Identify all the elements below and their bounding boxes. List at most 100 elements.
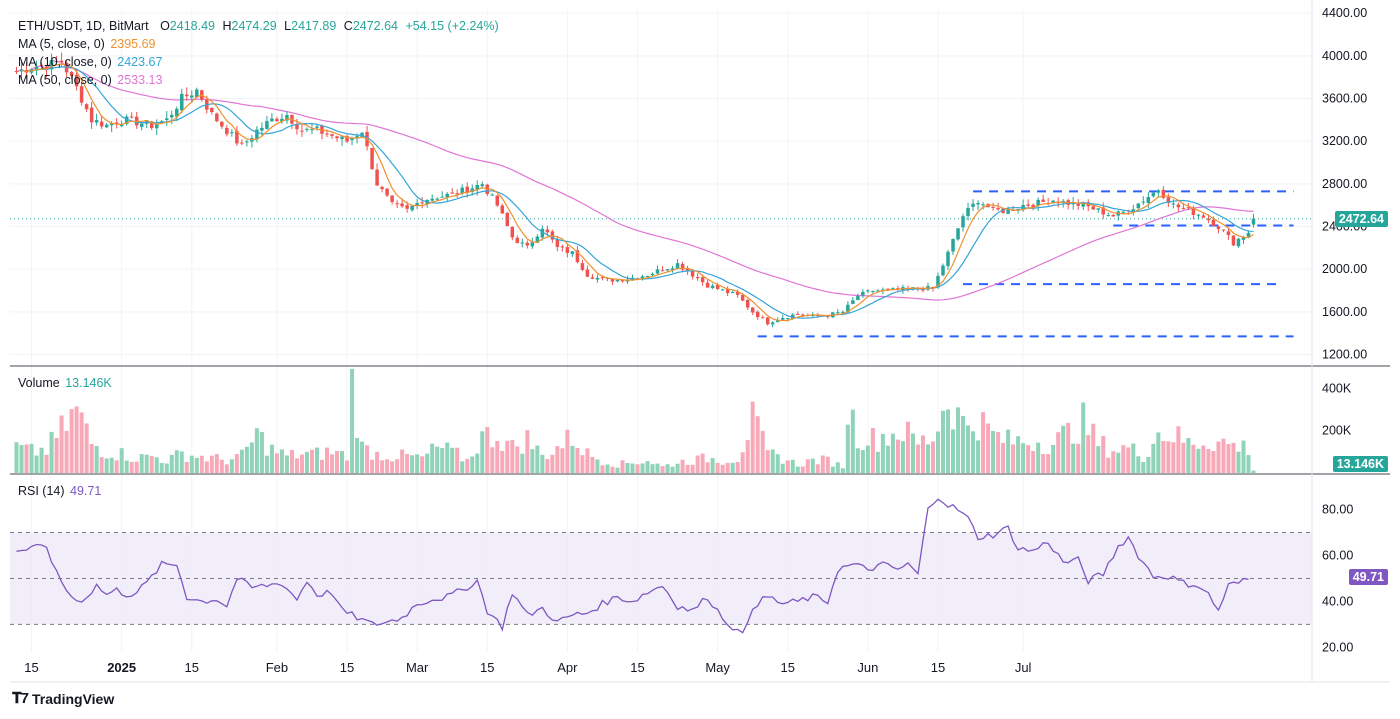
candle-body: [380, 186, 384, 190]
volume-bar: [330, 454, 335, 473]
candle-body: [1196, 214, 1201, 216]
time-tick-label: Jun: [857, 660, 878, 675]
volume-bar: [795, 466, 800, 473]
rsi-legend: RSI (14) 49.71: [18, 482, 101, 500]
candle-body: [846, 304, 850, 313]
time-tick-label: 15: [931, 660, 945, 675]
volume-bar: [755, 416, 760, 473]
candle-body: [740, 295, 745, 301]
volume-bar: [675, 463, 680, 473]
candle-body: [861, 291, 865, 296]
volume-bar: [730, 462, 735, 473]
volume-bar: [189, 455, 194, 473]
time-tick-label: Feb: [266, 660, 288, 675]
volume-bar: [640, 463, 645, 473]
candle-body: [1216, 226, 1221, 229]
candle-body: [841, 311, 845, 313]
ohlc-low: 2417.89: [291, 19, 337, 33]
candle-body: [99, 121, 104, 127]
volume-bar: [595, 459, 600, 473]
candle-body: [475, 185, 479, 190]
candle-body: [1081, 202, 1085, 207]
volume-bar: [139, 454, 144, 473]
candle-body: [1226, 231, 1231, 236]
volume-bar: [74, 406, 79, 473]
time-tick-label: 15: [24, 660, 38, 675]
candle-body: [1136, 203, 1141, 209]
candle-body: [79, 86, 84, 103]
rsi-label: RSI (14): [18, 484, 65, 498]
volume-bar: [284, 455, 289, 473]
candle-body: [139, 123, 144, 127]
price-tick-label: 4400.00: [1322, 6, 1367, 20]
volume-bar: [935, 431, 940, 473]
volume-bar: [815, 464, 820, 473]
volume-bar: [254, 428, 259, 473]
volume-bar: [1221, 438, 1226, 473]
volume-bar: [49, 431, 54, 473]
brand-logo[interactable]: 𝐓7 TradingView: [12, 690, 114, 707]
candle-body: [580, 263, 585, 270]
candle-body: [445, 193, 449, 198]
candle-body: [640, 276, 645, 280]
ma5-value: 2395.69: [110, 37, 156, 51]
candle-body: [785, 318, 790, 320]
volume-bar: [920, 435, 925, 473]
volume-bar: [540, 454, 545, 473]
volume-bar: [204, 461, 209, 473]
volume-bar: [1101, 435, 1106, 473]
volume-bar: [69, 409, 74, 473]
candle-body: [355, 136, 359, 138]
candle-body: [49, 60, 54, 70]
volume-bar: [575, 448, 580, 473]
volume-bar: [515, 446, 520, 473]
ma5-path: [21, 63, 1254, 322]
volume-bar: [780, 463, 785, 473]
candle-body: [796, 313, 800, 315]
candle-body: [1151, 192, 1156, 197]
candle-body: [330, 134, 334, 136]
candle-body: [505, 212, 510, 226]
time-tick-label: Apr: [557, 660, 578, 675]
volume-bar: [890, 433, 895, 473]
volume-bar: [159, 463, 164, 473]
volume-bar: [1111, 451, 1116, 473]
time-tick-label: Jul: [1015, 660, 1032, 675]
candle-body: [405, 205, 409, 209]
volume-tick-label: 400K: [1322, 381, 1352, 395]
candle-body: [154, 124, 159, 129]
volume-bar: [104, 458, 109, 473]
volume-bar: [775, 454, 780, 473]
candle-body: [1031, 204, 1035, 208]
volume-bar: [625, 462, 630, 473]
volume-legend: Volume 13.146K: [18, 374, 112, 392]
candle-body: [1091, 206, 1095, 210]
volume-bar: [269, 444, 274, 473]
volume-bar: [685, 465, 690, 473]
candle-body: [836, 312, 840, 314]
candle-body: [876, 290, 880, 292]
volume-bar: [1206, 449, 1211, 473]
candle-body: [390, 195, 394, 202]
volume-bar: [1021, 443, 1026, 473]
candle-body: [240, 142, 244, 144]
volume-bar: [555, 446, 560, 473]
candle-body: [395, 203, 399, 205]
candle-body: [770, 322, 775, 325]
candle-body: [1166, 197, 1171, 203]
volume-bar: [375, 451, 380, 473]
volume-bar: [450, 447, 455, 473]
volume-bar: [600, 465, 605, 473]
candle-body: [500, 205, 505, 214]
candle-body: [410, 206, 414, 211]
volume-bar: [740, 452, 745, 473]
volume-bar: [410, 455, 415, 473]
volume-bar: [1226, 444, 1231, 473]
rsi-badge: 49.71: [1348, 569, 1388, 585]
volume-bar: [1046, 454, 1051, 473]
volume-label: Volume: [18, 376, 60, 390]
volume-bar: [875, 451, 880, 473]
candle-body: [535, 236, 540, 243]
volume-bar: [850, 409, 855, 473]
candle-body: [210, 107, 214, 113]
